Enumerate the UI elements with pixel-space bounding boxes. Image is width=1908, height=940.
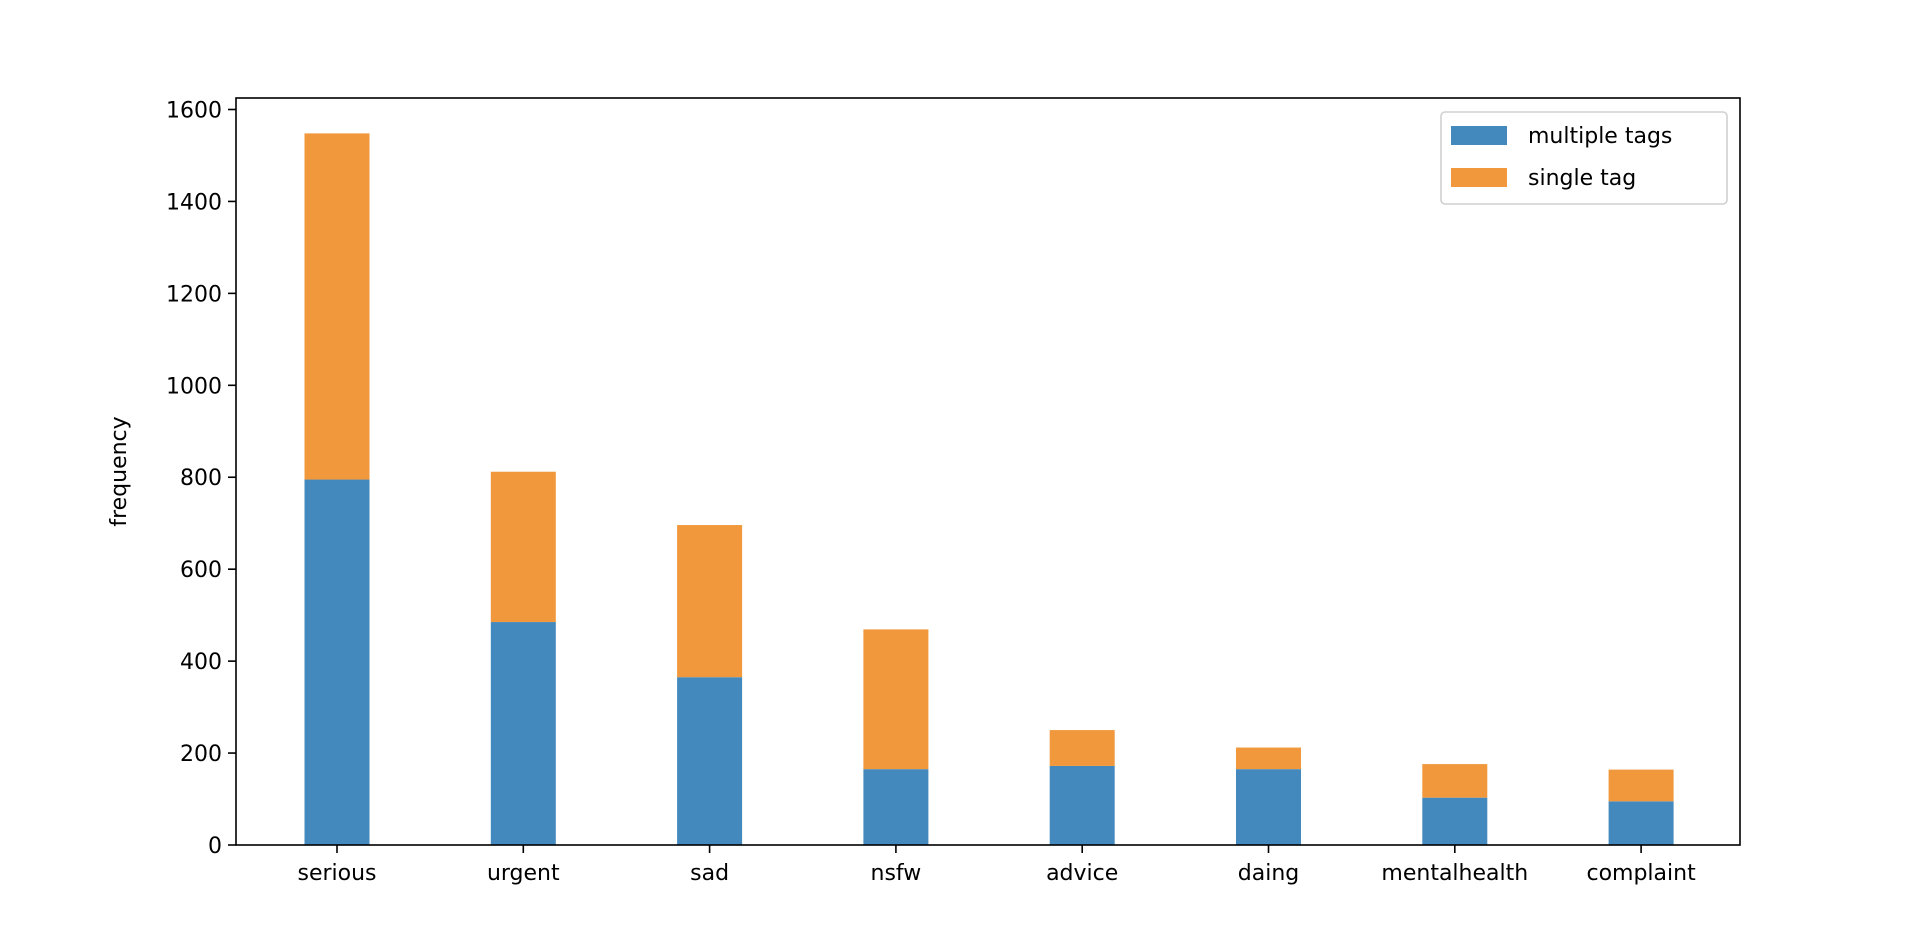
bar-multiple-tags-sad xyxy=(677,677,743,845)
y-tick-label: 400 xyxy=(180,650,222,675)
bar-single-tag-complaint xyxy=(1608,769,1674,802)
bar-multiple-tags-advice xyxy=(1049,765,1115,845)
bar-multiple-tags-daing xyxy=(1236,769,1301,845)
legend-swatch-single-tag xyxy=(1451,168,1507,187)
x-tick-label: mentalhealth xyxy=(1381,861,1528,886)
x-axis-ticks: serious urgent sad nsfw advice daing mentalhea… xyxy=(297,845,1696,886)
bar-multiple-tags-mentalhealth xyxy=(1422,797,1488,845)
bar-multiple-tags-serious xyxy=(304,479,370,845)
y-tick-label: 1400 xyxy=(166,190,222,215)
x-tick-label: nsfw xyxy=(871,861,922,886)
bar-single-tag-mentalhealth xyxy=(1422,764,1488,798)
legend: multiple tags single tag xyxy=(1440,111,1728,205)
y-tick-label: 0 xyxy=(208,834,222,859)
x-tick-label: daing xyxy=(1238,861,1299,886)
y-tick-label: 800 xyxy=(180,466,222,491)
y-tick-label: 1200 xyxy=(166,282,222,307)
bar-single-tag-sad xyxy=(677,525,743,678)
x-tick-label: serious xyxy=(297,861,376,886)
y-axis-ticks: 0 200 400 600 800 1000 1200 1400 1600 xyxy=(166,98,236,859)
legend-swatch-multiple-tags xyxy=(1451,126,1507,145)
y-tick-label: 1000 xyxy=(166,374,222,399)
y-tick-label: 1600 xyxy=(166,98,222,123)
bar-multiple-tags-urgent xyxy=(490,622,556,845)
bar-multiple-tags-complaint xyxy=(1608,801,1674,845)
x-tick-label: sad xyxy=(690,861,729,886)
bar-multiple-tags-nsfw xyxy=(863,769,929,845)
bar-single-tag-serious xyxy=(304,133,370,480)
y-tick-label: 200 xyxy=(180,742,222,767)
x-tick-label: advice xyxy=(1046,861,1118,886)
x-tick-label: complaint xyxy=(1586,861,1696,886)
bars-group xyxy=(304,133,1674,845)
bar-single-tag-urgent xyxy=(490,471,556,623)
bar-single-tag-advice xyxy=(1049,730,1115,766)
x-tick-label: urgent xyxy=(487,861,560,886)
legend-box xyxy=(1440,111,1728,205)
legend-label-single-tag: single tag xyxy=(1528,166,1636,191)
bar-single-tag-daing xyxy=(1236,747,1301,770)
y-tick-label: 600 xyxy=(180,558,222,583)
y-axis-label: frequency xyxy=(107,416,132,526)
plot-frame xyxy=(235,97,1741,846)
legend-label-multiple-tags: multiple tags xyxy=(1528,124,1672,149)
bar-single-tag-nsfw xyxy=(863,629,929,770)
